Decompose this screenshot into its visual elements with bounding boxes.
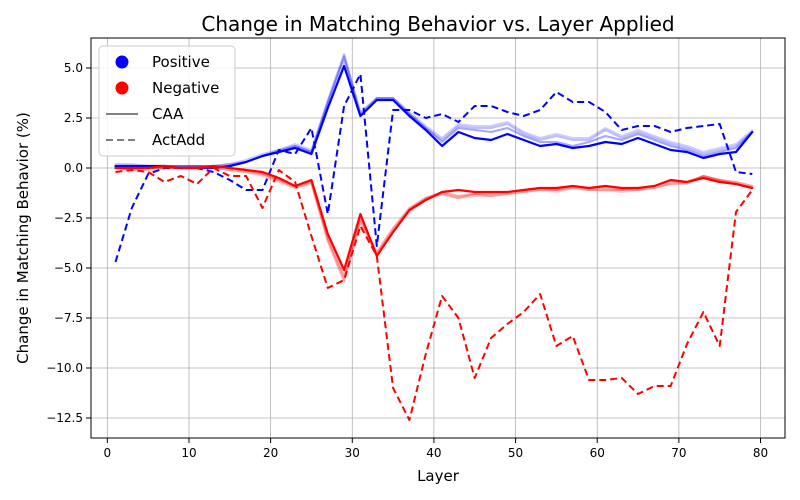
series-line-negative-actadd (115, 167, 754, 421)
x-tick-label: 30 (345, 446, 360, 460)
legend-box (98, 45, 236, 157)
x-tick-label: 50 (508, 446, 523, 460)
legend-label-actadd: ActAdd (152, 131, 205, 149)
x-tick-label: 20 (263, 446, 278, 460)
series-line-negative-caa-main (114, 164, 754, 272)
y-tick-label: −10.0 (46, 361, 83, 375)
legend: Positive Negative CAA ActAdd (98, 45, 236, 157)
series-line-negative-caa-var-3 (114, 167, 754, 283)
grid (91, 38, 785, 438)
y-tick-label: 5.0 (64, 61, 83, 75)
x-axis-label: Layer (417, 467, 460, 485)
legend-label-negative: Negative (152, 79, 219, 97)
y-tick-label: −7.5 (54, 311, 83, 325)
legend-marker-positive (115, 55, 129, 69)
x-tick-label: 70 (671, 446, 686, 460)
series-line-negative-caa-var-1 (114, 165, 754, 277)
x-tick-label: 0 (104, 446, 112, 460)
x-tick-label: 60 (590, 446, 605, 460)
y-tick-label: 2.5 (64, 111, 83, 125)
axis-ticks: 0 10 20 30 40 50 60 70 80 −12.5 −10.0 −7.5 −5.0 −2.5 0… (46, 61, 768, 460)
y-axis-label: Change in Matching Behavior (%) (14, 112, 32, 364)
series-line-positive-actadd (114, 73, 753, 263)
y-tick-label: −2.5 (54, 211, 83, 225)
legend-label-caa: CAA (152, 105, 184, 123)
y-tick-label: −5.0 (54, 261, 83, 275)
series-line-negative-caa-var-2 (114, 167, 754, 281)
legend-label-positive: Positive (152, 53, 210, 71)
y-tick-label: −12.5 (46, 411, 83, 425)
series-line-positive-caa-var-2 (114, 59, 754, 167)
x-tick-label: 10 (181, 446, 196, 460)
x-tick-label: 40 (426, 446, 441, 460)
series-layer (114, 53, 754, 421)
chart-title: Change in Matching Behavior vs. Layer Ap… (201, 12, 674, 36)
x-tick-label: 80 (753, 446, 768, 460)
plot-frame (90, 37, 786, 439)
y-tick-label: 0.0 (64, 161, 83, 175)
series-line-positive-caa-var-3 (114, 53, 754, 167)
legend-marker-negative (115, 81, 129, 95)
